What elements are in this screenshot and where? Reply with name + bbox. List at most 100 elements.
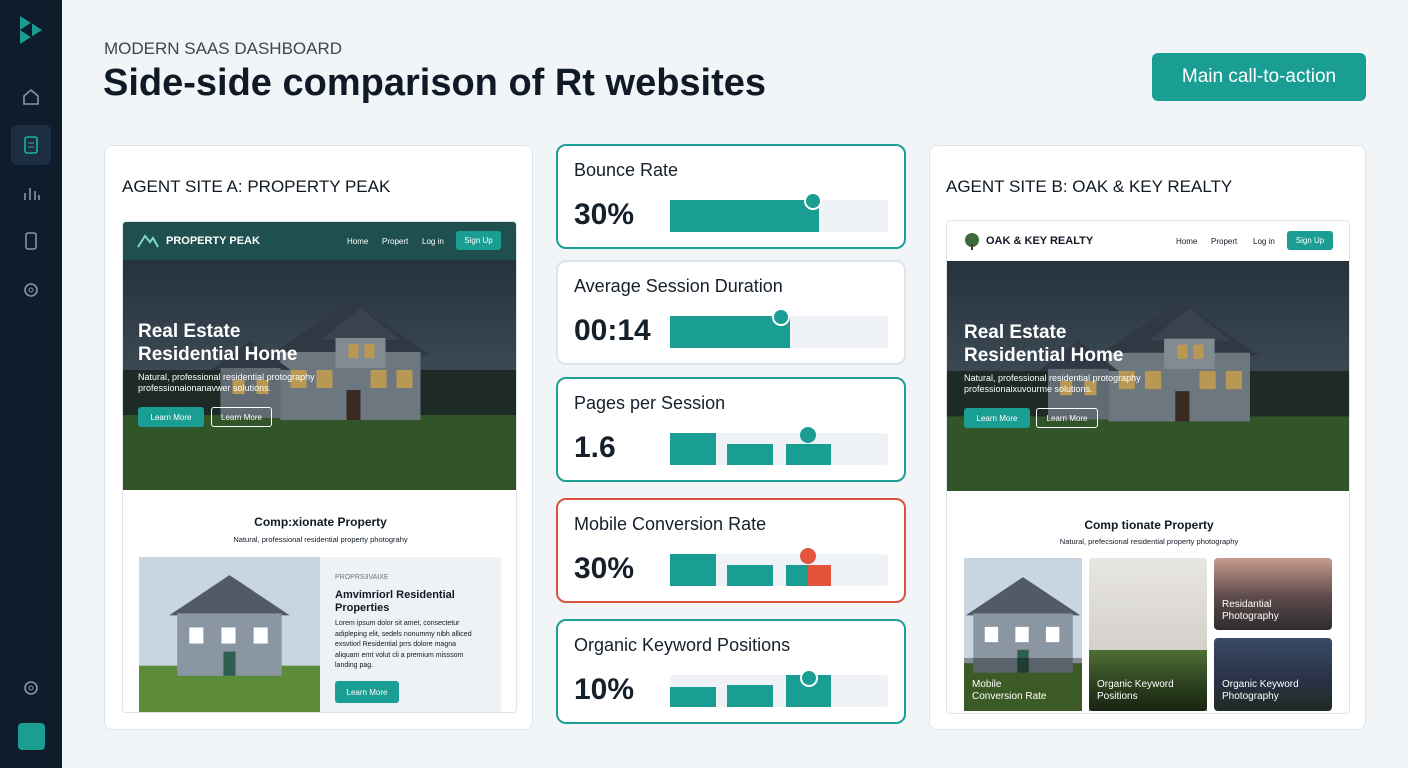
hero-title: Real Estate Residential Home [964, 321, 1123, 367]
metric-label: Organic Keyword Positions [574, 635, 791, 655]
body-line: landing pag. [335, 662, 374, 669]
site-a-card: AGENT SITE A: PROPERTY PEAK PROPERTY PEA… [104, 145, 533, 730]
chart-icon[interactable] [21, 183, 41, 203]
feature-title-line: Amvimriorl Residential [335, 589, 455, 601]
metric-knob [800, 548, 816, 564]
metric-track [670, 554, 888, 586]
hero-text-line: professionaionanavwer solutions. [138, 383, 272, 393]
metric-label: Average Session Duration [574, 276, 783, 296]
site-nav: OAK & KEY REALTY Home Propert Log in Sig… [947, 221, 1349, 261]
section-title: Comp tionate Property [1084, 518, 1214, 532]
site-nav: PROPERTY PEAK Home Propert Log in Sign U… [123, 222, 516, 260]
metric-bar [727, 685, 773, 707]
hero-text-line: professionaixuvourme solutions. [964, 384, 1093, 394]
metric-track [670, 675, 888, 707]
cta-button[interactable]: Main call-to-action [1152, 53, 1366, 101]
caption-line: Organic Keyword [1097, 679, 1174, 690]
metric-knob [800, 669, 818, 687]
metric-card: Organic Keyword Positions 10% [556, 619, 906, 724]
hero-button[interactable]: Learn More [1036, 408, 1098, 428]
metric-knob [800, 427, 816, 443]
metric-knob [804, 192, 822, 210]
section-title: Comp:xionate Property [254, 515, 387, 529]
nav-link[interactable]: Propert [382, 237, 409, 246]
brand: OAK & KEY REALTY [986, 235, 1094, 247]
nav-active[interactable] [11, 125, 51, 165]
metric-value: 30% [574, 198, 635, 231]
feature-body: Lorem ipsum dolor sit amet, consectetur a… [335, 619, 472, 672]
caption-line: Positions [1097, 691, 1138, 702]
caption-line: Organic Keyword [1222, 679, 1299, 690]
section-subtitle: Natural, professional residential proper… [233, 535, 408, 544]
home-icon[interactable] [21, 87, 41, 107]
signup-button[interactable]: Sign Up [1287, 231, 1333, 250]
body-line: Lorem ipsum dolor sit amet, consectetur [335, 620, 460, 627]
site-mockup: OAK & KEY REALTY Home Propert Log in Sig… [946, 220, 1350, 714]
gallery-caption: Organic Keyword Positions [1097, 679, 1174, 703]
hero-line: Residential Home [138, 344, 298, 365]
mobile-icon[interactable] [21, 231, 41, 251]
metric-value: 30% [574, 552, 635, 585]
metric-knob [772, 308, 790, 326]
gallery-caption: Organic Keyword Photography [1222, 679, 1299, 703]
metric-bar [786, 565, 808, 586]
body-line: exsvtiorl Residential prrs dolore magna [335, 641, 456, 648]
metric-track [670, 316, 888, 348]
settings-icon[interactable] [21, 280, 41, 300]
metric-track [670, 433, 888, 465]
caption-line: Photography [1222, 691, 1279, 702]
user-badge[interactable] [18, 723, 45, 750]
metric-label: Mobile Conversion Rate [574, 514, 767, 534]
feature-panel: PROPRS3VAIXE Amvimriorl Residential Prope… [320, 557, 501, 712]
nav-link[interactable]: Log in [422, 237, 444, 246]
gallery-image[interactable] [964, 558, 1082, 711]
hero-text-line: Natural, professional residential protog… [138, 372, 315, 382]
feature-button[interactable]: Learn More [335, 681, 399, 703]
metric-bar [727, 565, 773, 586]
nav-link[interactable]: Propert [1211, 237, 1238, 246]
body-line: adipleping elit, sedels nonummy nibh all… [335, 630, 472, 638]
site-heading: AGENT SITE B: OAK & KEY REALTY [946, 177, 1233, 196]
site-b-card: AGENT SITE B: OAK & KEY REALTY OAK & KEY… [929, 145, 1366, 730]
site-heading: AGENT SITE A: PROPERTY PEAK [122, 177, 391, 196]
hero-button[interactable]: Learn More [964, 408, 1030, 428]
brand-logo [137, 234, 159, 248]
metric-value: 00:14 [574, 314, 651, 347]
gallery-image[interactable] [1214, 558, 1332, 630]
metric-label: Bounce Rate [574, 160, 679, 180]
feature-eyebrow: PROPRS3VAIXE [335, 574, 389, 581]
hero-button[interactable]: Learn More [138, 407, 204, 427]
metric-card: Mobile Conversion Rate 30% [556, 498, 906, 603]
gallery-image[interactable] [1214, 638, 1332, 711]
metric-value: 1.6 [574, 431, 616, 464]
metric-bar [670, 200, 819, 232]
hero-image [947, 261, 1349, 491]
hero-line: Residential Home [964, 345, 1124, 366]
signup-button[interactable]: Sign Up [456, 231, 501, 250]
metric-card: Bounce Rate 30% [556, 144, 906, 249]
logo [20, 16, 42, 44]
nav-link[interactable]: Log in [1253, 237, 1275, 246]
hero-line: Real Estate [138, 321, 241, 342]
brand: PROPERTY PEAK [166, 235, 260, 247]
metric-card: Average Session Duration 00:14 [556, 260, 906, 365]
nav-link[interactable]: Home [347, 237, 369, 246]
metric-bar [670, 554, 716, 586]
metric-bar-alert [808, 565, 831, 586]
doc-icon[interactable] [21, 135, 41, 155]
caption-line: Residantial [1222, 599, 1272, 610]
feature-title-line: Properties [335, 602, 390, 614]
section-subtitle: Natural, prefecsional residential proper… [1059, 537, 1239, 546]
hero-button[interactable]: Learn More [211, 407, 272, 427]
settings-icon-bottom[interactable] [21, 678, 41, 698]
eyebrow: MODERN SAAS DASHBOARD [104, 39, 343, 58]
metric-track [670, 200, 888, 232]
hero-text: Natural, professional residential protog… [138, 372, 315, 394]
metric-bar [727, 444, 773, 465]
metric-value: 10% [574, 673, 635, 706]
metric-bar [786, 444, 831, 465]
metric-bar [670, 433, 716, 465]
nav-link[interactable]: Home [1176, 237, 1198, 246]
page-title: Side-side comparison of Rt websites [103, 62, 767, 104]
